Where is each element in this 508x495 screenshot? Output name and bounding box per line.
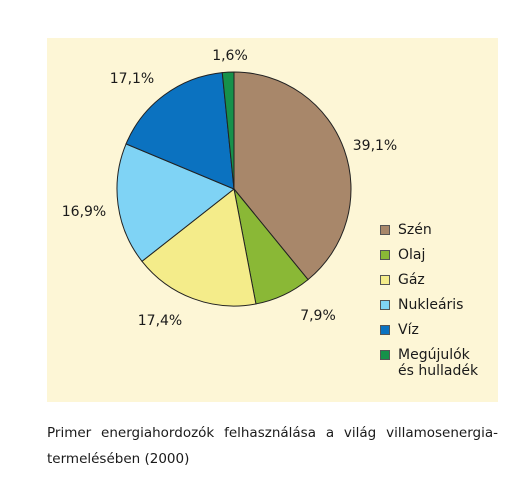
slice-value-label-szen: 39,1% [353, 138, 397, 154]
legend-item-megujulok: Megújulók és hulladék [380, 347, 500, 387]
pie-slice-nuklearis [116, 143, 235, 262]
pie-slice-megujulok [221, 71, 235, 190]
legend-label: Szén [398, 222, 432, 238]
legend-label: Nukleáris [398, 297, 464, 313]
slice-value-label-megujulok: 1,6% [212, 48, 248, 64]
legend-label: Víz [398, 322, 419, 338]
pie-slice-viz [125, 72, 235, 190]
slice-value-label-viz: 17,1% [110, 71, 154, 87]
legend-label: Gáz [398, 272, 425, 288]
slice-value-label-olaj: 7,9% [300, 308, 336, 324]
pie-slice-gaz [141, 188, 257, 307]
legend-item-szen: Szén [380, 222, 500, 247]
legend-swatch [380, 325, 390, 335]
legend-swatch [380, 225, 390, 235]
pie-slice-szen [233, 71, 352, 281]
chart-caption: Primer energiahordozók felhasználása a v… [47, 425, 498, 467]
legend-swatch [380, 350, 390, 360]
legend-item-viz: Víz [380, 322, 500, 347]
legend-item-gaz: Gáz [380, 272, 500, 297]
legend-swatch [380, 300, 390, 310]
legend-swatch [380, 250, 390, 260]
legend-item-nuklearis: Nukleáris [380, 297, 500, 322]
legend-label: Olaj [398, 247, 426, 263]
legend-item-olaj: Olaj [380, 247, 500, 272]
slice-value-label-gaz: 17,4% [138, 313, 182, 329]
pie-chart: 39,1% 7,9% 17,4% 16,9% 17,1% 1,6% [62, 48, 397, 329]
chart-legend: Szén Olaj Gáz Nukleáris Víz Megújulók és hull… [380, 222, 500, 387]
legend-label: Megújulók és hulladék [398, 347, 479, 379]
slice-value-label-nuklearis: 16,9% [62, 204, 106, 220]
legend-swatch [380, 275, 390, 285]
